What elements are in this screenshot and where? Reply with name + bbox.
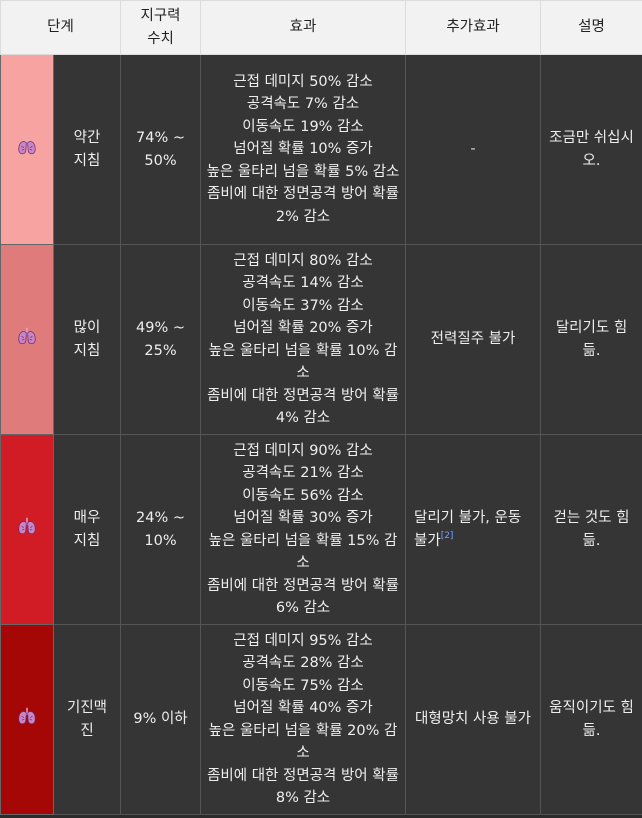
extra-effect: 대형망치 사용 불가 [405,624,541,815]
extra-effect-text: 대형망치 사용 불가 [415,711,531,728]
stage-color-cell [0,244,54,435]
stamina-range: 9% 이하 [120,624,201,815]
stage-color-cell [0,624,54,815]
stage-name: 많이 지침 [53,244,121,435]
description: 달리기도 힘듦. [540,244,642,435]
extra-effect: 전력질주 불가 [405,244,541,435]
stage-name: 매우 지침 [53,434,121,625]
header-row: 단계 지구력 수치 효과 추가효과 설명 [0,0,642,55]
stamina-range: 24% ~ 10% [120,434,201,625]
extra-effect-text: - [470,141,476,158]
extra-effect: - [405,54,541,245]
stage-name: 약간 지침 [53,54,121,245]
header-stamina: 지구력 수치 [120,0,201,55]
table-row: 약간 지침 74% ~ 50% 근접 데미지 50% 감소 공격속도 7% 감소… [0,54,642,245]
table-row: 매우 지침 24% ~ 10% 근접 데미지 90% 감소 공격속도 21% 감… [0,434,642,625]
footnote-link[interactable]: [2] [440,530,454,541]
lungs-icon [18,707,36,724]
stamina-range: 49% ~ 25% [120,244,201,435]
description: 움직이기도 힘듦. [540,624,642,815]
lungs-icon [18,137,36,154]
effects-list: 근접 데미지 90% 감소 공격속도 21% 감소 이동속도 56% 감소 넘어… [200,434,406,625]
header-effect: 효과 [200,0,406,55]
description: 조금만 쉬십시오. [540,54,642,245]
header-stage: 단계 [0,0,121,55]
stage-color-cell [0,434,54,625]
stage-name: 기진맥진 [53,624,121,815]
table-row: 기진맥진 9% 이하 근접 데미지 95% 감소 공격속도 28% 감소 이동속… [0,624,642,815]
stamina-range: 74% ~ 50% [120,54,201,245]
extra-effect-text: 달리기 불가, 운동 불가 [414,510,522,549]
table-row: 많이 지침 49% ~ 25% 근접 데미지 80% 감소 공격속도 14% 감… [0,244,642,435]
effects-list: 근접 데미지 50% 감소 공격속도 7% 감소 이동속도 19% 감소 넘어질… [200,54,406,245]
header-extra: 추가효과 [405,0,541,55]
extra-effect-text: 전력질주 불가 [430,331,516,348]
lungs-icon [18,327,36,344]
header-desc: 설명 [540,0,642,55]
extra-effect: 달리기 불가, 운동 불가[2] [405,434,541,625]
description: 걷는 것도 힘듦. [540,434,642,625]
lungs-icon [18,517,36,534]
effects-list: 근접 데미지 95% 감소 공격속도 28% 감소 이동속도 75% 감소 넘어… [200,624,406,815]
stage-color-cell [0,54,54,245]
effects-list: 근접 데미지 80% 감소 공격속도 14% 감소 이동속도 37% 감소 넘어… [200,244,406,435]
